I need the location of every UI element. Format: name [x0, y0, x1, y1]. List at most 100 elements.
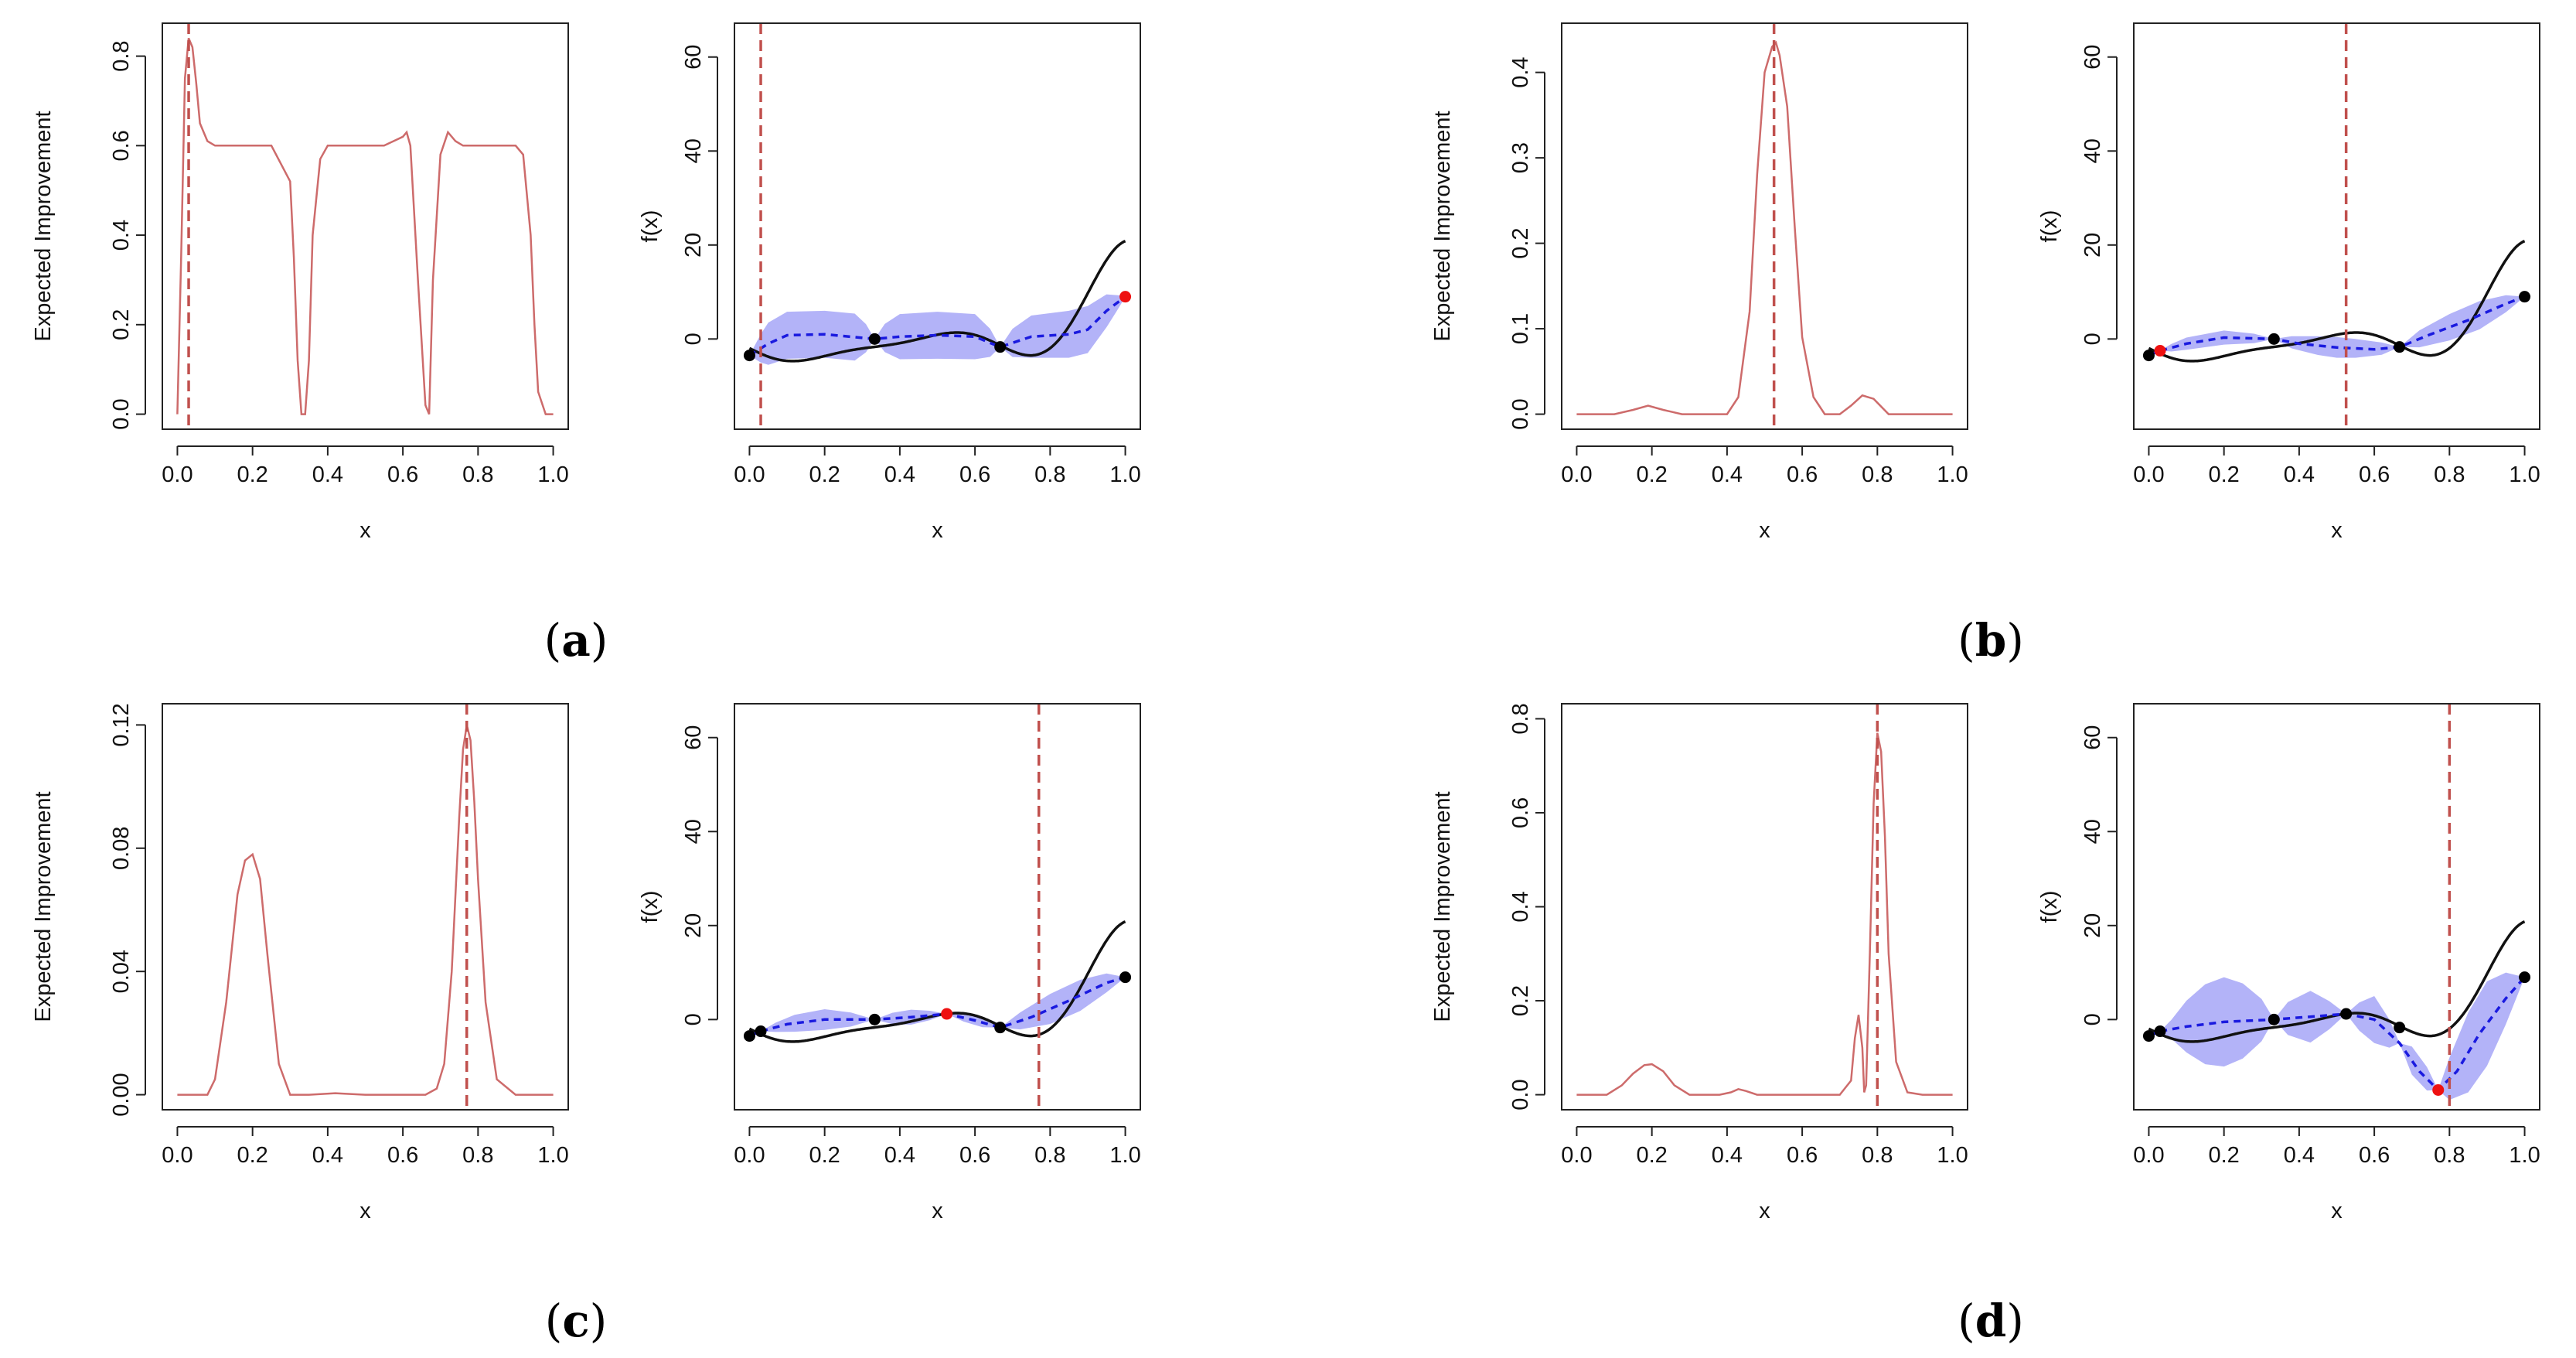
- y-tick-label: 0.6: [109, 130, 134, 161]
- x-tick-label: 1.0: [1109, 462, 1140, 487]
- y-tick-label: 0.2: [1508, 985, 1533, 1016]
- x-tick-label: 0.0: [1561, 1143, 1592, 1168]
- x-tick-label: 0.2: [809, 1143, 840, 1168]
- x-tick-label: 0.4: [312, 462, 343, 487]
- y-tick-label: 40: [681, 138, 706, 163]
- observed-point: [2340, 1008, 2353, 1020]
- x-tick-label: 1.0: [1109, 1143, 1140, 1168]
- observed-point: [868, 1013, 881, 1025]
- y-tick-label: 0: [2080, 1013, 2105, 1025]
- plots-layer: 0.0 0.2 0.4 0.6 0.8 1.0 x 0.0 0.2 0.4 0.6 0.8 Expect…: [31, 22, 2540, 1223]
- confidence-band: [749, 973, 1126, 1036]
- x-tick-label: 0.6: [1787, 1143, 1818, 1168]
- x-axis-label: x: [359, 1199, 371, 1223]
- observed-point: [755, 1025, 767, 1038]
- y-tick-label: 0.0: [109, 398, 134, 429]
- x-axis-label: x: [932, 1199, 943, 1223]
- expected-improvement-curve: [176, 37, 554, 415]
- gp-mean-line: [2148, 976, 2526, 1092]
- x-tick-label: 0.8: [2434, 462, 2465, 487]
- x-tick-label: 0.2: [2209, 462, 2240, 487]
- x-tick-label: 0.4: [1712, 1143, 1743, 1168]
- expected-improvement-curve: [177, 725, 554, 1096]
- observed-point: [2268, 333, 2280, 345]
- x-tick-label: 0.6: [2359, 462, 2390, 487]
- y-tick-label: 0.12: [109, 703, 134, 746]
- gp-mean-line: [2148, 295, 2526, 357]
- y-tick-label: 20: [681, 233, 706, 258]
- y-axis-label: Expected Improvement: [1430, 791, 1455, 1022]
- y-tick-label: 60: [681, 725, 706, 750]
- observed-point: [743, 350, 755, 362]
- plot-frame: [734, 703, 1141, 1111]
- x-tick-label: 1.0: [2509, 462, 2540, 487]
- y-tick-label: 0.00: [109, 1073, 134, 1116]
- plot-area-b-ei: [1576, 23, 1953, 429]
- x-tick-label: 1.0: [1937, 462, 1968, 487]
- x-tick-label: 0.2: [237, 1143, 268, 1168]
- observed-point: [994, 1022, 1007, 1034]
- plot-area-a-ei: [176, 23, 554, 429]
- x-tick-label: 0.4: [884, 1143, 915, 1168]
- x-tick-label: 0.0: [2133, 462, 2164, 487]
- y-axis-label: f(x): [638, 891, 663, 923]
- chart-d-gp: 0.0 0.2 0.4 0.6 0.8 1.0 x 0 20 40 60 f(x): [2037, 703, 2540, 1223]
- x-tick-label: 0.4: [312, 1143, 343, 1168]
- observed-point: [1119, 971, 1132, 984]
- x-tick-label: 0.0: [162, 1143, 193, 1168]
- x-tick-label: 0.4: [884, 462, 915, 487]
- y-tick-label: 0.2: [109, 309, 134, 340]
- y-tick-label: 60: [681, 45, 706, 70]
- x-axis-label: x: [932, 518, 943, 543]
- confidence-band: [2148, 972, 2525, 1100]
- y-axis-label: f(x): [2037, 210, 2062, 243]
- observed-point: [2394, 1022, 2406, 1034]
- x-tick-label: 0.6: [959, 1143, 990, 1168]
- y-tick-label: 0.0: [1508, 398, 1533, 429]
- confidence-band: [749, 294, 1126, 365]
- y-tick-label: 20: [681, 913, 706, 938]
- y-tick-label: 40: [2080, 138, 2105, 163]
- x-tick-label: 0.6: [387, 1143, 418, 1168]
- y-axis-label: Expected Improvement: [31, 791, 56, 1022]
- caption-b: (b): [1958, 614, 2024, 667]
- plot-frame: [2133, 703, 2540, 1111]
- chart-c-ei: 0.0 0.2 0.4 0.6 0.8 1.0 x 0.00 0.04 0.08 0.12 Expec…: [31, 703, 569, 1223]
- plot-frame: [734, 22, 1141, 430]
- x-tick-label: 0.6: [1787, 462, 1818, 487]
- x-tick-label: 0.8: [1034, 462, 1065, 487]
- x-tick-label: 0.8: [2434, 1143, 2465, 1168]
- new-sample-point: [941, 1008, 953, 1020]
- x-tick-label: 0.8: [1862, 1143, 1893, 1168]
- new-sample-point: [1119, 291, 1132, 303]
- x-tick-label: 0.2: [809, 462, 840, 487]
- x-tick-label: 0.0: [734, 1143, 765, 1168]
- x-tick-label: 0.2: [237, 462, 268, 487]
- caption-c: (c): [545, 1295, 608, 1347]
- x-tick-label: 1.0: [537, 462, 568, 487]
- x-tick-label: 0.8: [462, 462, 493, 487]
- y-tick-label: 0.4: [1508, 891, 1533, 922]
- chart-d-ei: 0.0 0.2 0.4 0.6 0.8 1.0 x 0.0 0.2 0.4 0.6 0.8 Expect…: [1430, 703, 1968, 1223]
- observed-point: [743, 1030, 755, 1042]
- x-tick-label: 0.0: [2133, 1143, 2164, 1168]
- x-tick-label: 0.4: [2284, 462, 2315, 487]
- y-tick-label: 0.8: [1508, 703, 1533, 734]
- chart-a-ei: 0.0 0.2 0.4 0.6 0.8 1.0 x 0.0 0.2 0.4 0.6 0.8 Expect…: [31, 22, 569, 543]
- x-tick-label: 0.8: [1862, 462, 1893, 487]
- plot-area-a-gp: [743, 23, 1132, 429]
- gp-mean-line: [748, 295, 1126, 357]
- y-tick-label: 20: [2080, 913, 2105, 938]
- observed-point: [994, 341, 1007, 353]
- chart-b-ei: 0.0 0.2 0.4 0.6 0.8 1.0 x 0.0 0.1 0.2 0.3 0.4 Expect…: [1430, 22, 1968, 543]
- caption-d: (d): [1958, 1295, 2024, 1347]
- x-tick-label: 0.6: [959, 462, 990, 487]
- x-tick-label: 1.0: [537, 1143, 568, 1168]
- observed-point: [2268, 1013, 2280, 1025]
- x-tick-label: 0.6: [2359, 1143, 2390, 1168]
- x-axis-label: x: [2331, 518, 2343, 543]
- y-tick-label: 0.08: [109, 827, 134, 870]
- y-tick-label: 60: [2080, 45, 2105, 70]
- x-tick-label: 0.2: [2209, 1143, 2240, 1168]
- x-tick-label: 1.0: [1937, 1143, 1968, 1168]
